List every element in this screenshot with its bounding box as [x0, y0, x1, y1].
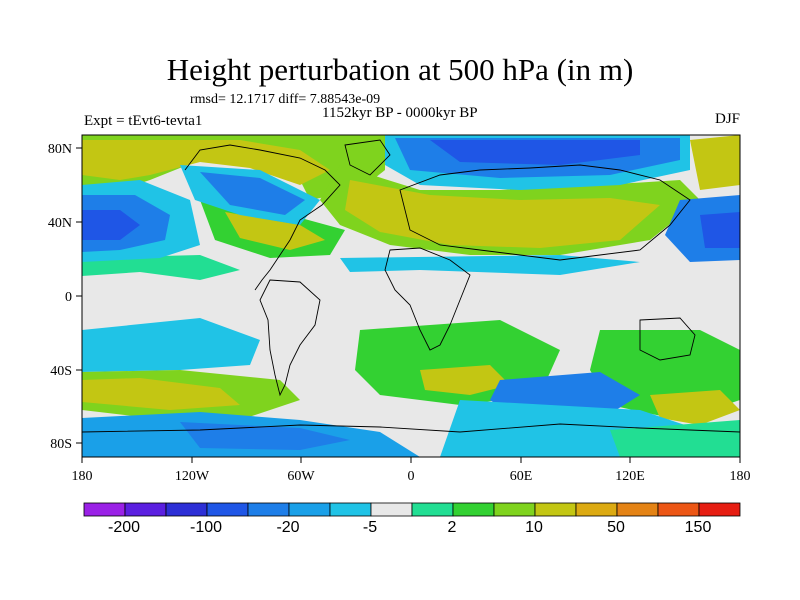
colorbar-label-2: 2 — [448, 519, 457, 536]
colorbar-label-50: 50 — [607, 519, 625, 536]
sh-indian-positive-core — [420, 365, 510, 395]
colorbar-swatch — [124, 502, 167, 517]
east-pacific-low-core — [700, 212, 740, 248]
lon-label-120w: 120W — [175, 469, 210, 484]
greenland-coast — [344, 139, 391, 176]
antarctica-coast — [82, 423, 740, 433]
north-america-coast — [184, 144, 341, 291]
lon-label-180w: 180 — [72, 469, 93, 484]
colorbar-swatch — [370, 502, 413, 517]
colorbar-swatch — [83, 502, 126, 517]
colorbar-label-neg20: -20 — [276, 519, 299, 536]
africa-coast — [384, 247, 471, 351]
lat-label-40s: 40S — [50, 364, 72, 379]
lon-label-0: 0 — [408, 469, 415, 484]
arctic-positive-east — [690, 135, 740, 190]
colorbar-swatch — [329, 502, 372, 517]
colorbar-label-neg200: -200 — [108, 519, 140, 536]
nh-cyan-strip — [340, 255, 640, 275]
pacific-low-core — [82, 210, 140, 240]
colorbar-label-150: 150 — [685, 519, 712, 536]
season-label: DJF — [714, 111, 740, 127]
siberia-low-core — [430, 140, 640, 165]
stats-text: rmsd= 12.1717 diff= 7.88543e-09 — [190, 92, 381, 107]
period-text: 1152kyr BP - 0000kyr BP — [322, 105, 478, 121]
colorbar-swatch — [247, 502, 290, 517]
lon-label-180e: 180 — [730, 469, 751, 484]
australia-coast — [639, 317, 696, 361]
nh-positive-core-east — [345, 180, 660, 248]
experiment-label: Expt = tEvt6-tevta1 — [84, 113, 203, 129]
coastlines — [82, 139, 740, 433]
south-america-coast — [259, 279, 321, 397]
colorbar-swatch — [616, 502, 659, 517]
lon-label-120e: 120E — [615, 469, 645, 484]
nh-green-strip — [82, 255, 240, 280]
axis-ticks — [76, 147, 741, 463]
sh-pacific-positive-core — [82, 378, 240, 410]
colorbar-label-neg5: -5 — [363, 519, 377, 536]
colorbar-swatch — [698, 502, 741, 517]
colorbar-swatch — [206, 502, 249, 517]
sh-green-band-east — [610, 420, 740, 457]
longitude-labels: 180 120W 60W 0 60E 120E 180 — [72, 469, 751, 484]
colorbar-swatch — [534, 502, 577, 517]
colorbar-swatch — [165, 502, 208, 517]
colorbar-label-10: 10 — [525, 519, 543, 536]
map-title: Height perturbation at 500 hPa (in m) — [166, 52, 634, 87]
colorbar-swatch — [411, 502, 454, 517]
sh-east-positive-core — [650, 390, 740, 425]
lon-label-60w: 60W — [287, 469, 315, 484]
contour-field — [82, 135, 740, 457]
colorbar-swatch — [575, 502, 618, 517]
sh-pacific-cyan — [82, 318, 260, 372]
lat-label-40n: 40N — [48, 216, 72, 231]
colorbar — [83, 502, 741, 517]
colorbar-labels: -200 -100 -20 -5 2 10 50 150 — [108, 519, 711, 536]
colorbar-swatch — [288, 502, 331, 517]
latitude-labels: 80N 40N 0 40S 80S — [48, 142, 72, 452]
atlantic-positive-core — [225, 212, 325, 250]
lat-label-0: 0 — [65, 290, 72, 305]
eurasia-coast — [399, 164, 691, 261]
colorbar-swatch — [493, 502, 536, 517]
colorbar-swatch — [452, 502, 495, 517]
colorbar-label-neg100: -100 — [190, 519, 222, 536]
lon-label-60e: 60E — [510, 469, 533, 484]
canada-low-core — [200, 172, 305, 215]
colorbar-swatch — [657, 502, 700, 517]
lat-label-80s: 80S — [50, 437, 72, 452]
lat-label-80n: 80N — [48, 142, 72, 157]
